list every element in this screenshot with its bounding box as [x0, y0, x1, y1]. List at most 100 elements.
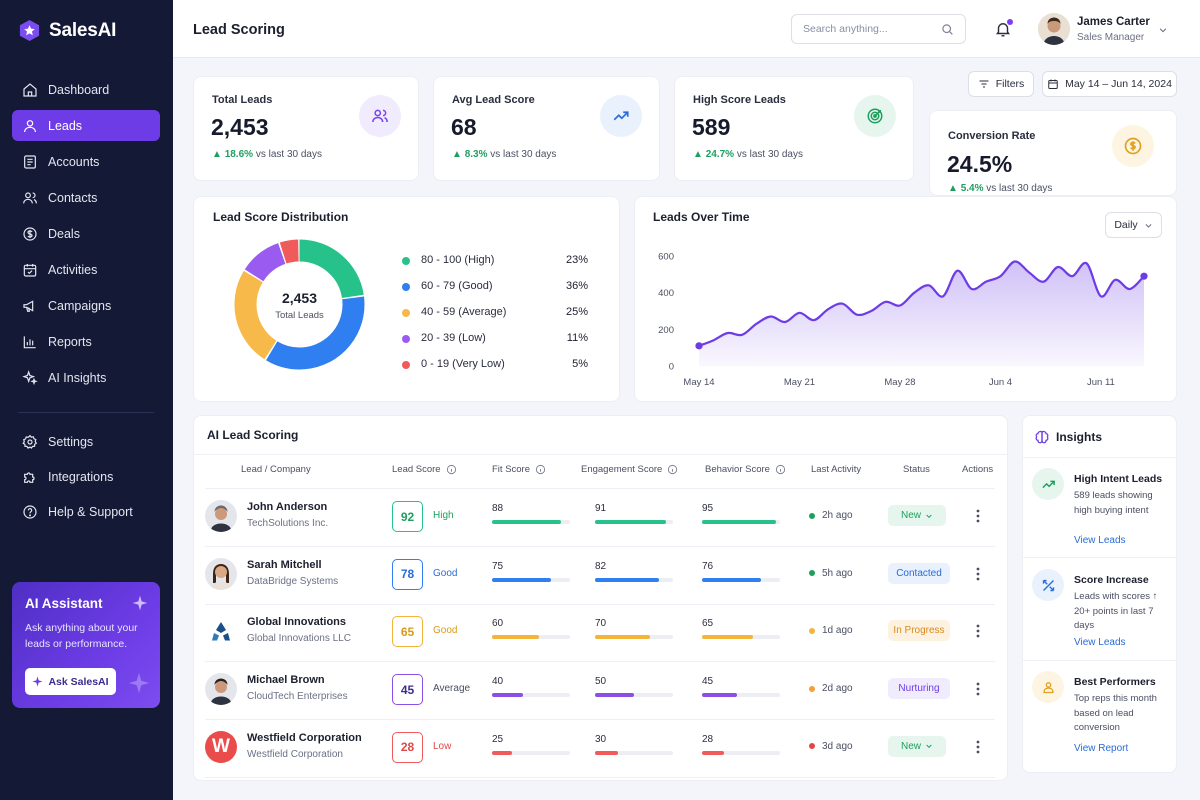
- more-actions-icon[interactable]: [974, 681, 982, 697]
- stat-trend: ▲ 5.4% vs last 30 days: [948, 183, 1053, 194]
- lead-score-box: 92: [392, 501, 423, 532]
- status-badge[interactable]: In Progress: [888, 620, 950, 642]
- more-actions-icon[interactable]: [974, 623, 982, 639]
- sidebar-item-activities[interactable]: Activities: [12, 254, 160, 285]
- sidebar-item-settings[interactable]: Settings: [12, 426, 160, 457]
- legend-item: 60 - 79 (Good) 36%: [402, 280, 588, 294]
- legend-label: 0 - 19 (Very Low): [421, 358, 505, 370]
- bell-icon[interactable]: [994, 20, 1012, 38]
- view-leads-link[interactable]: View Leads: [1074, 535, 1126, 546]
- legend-pct: 11%: [566, 332, 588, 344]
- sidebar-item-label: Settings: [48, 434, 94, 449]
- sparkle-icon: [32, 676, 43, 687]
- last-activity: 5h ago: [809, 568, 853, 579]
- status-badge[interactable]: New: [888, 735, 946, 757]
- fit-score-value: 60: [492, 618, 504, 630]
- more-actions-icon[interactable]: [974, 508, 982, 524]
- lead-company: DataBridge Systems: [247, 575, 339, 587]
- stat-value: 68: [451, 114, 477, 140]
- lead-name[interactable]: Sarah Mitchell: [247, 558, 322, 571]
- status-badge[interactable]: Contacted: [888, 562, 950, 584]
- sidebar-item-label: Dashboard: [48, 82, 110, 97]
- donut-slice-1[interactable]: [234, 239, 365, 370]
- insight-description: 589 leads showing high buying intent: [1074, 490, 1153, 516]
- view-report-link[interactable]: View Report: [1074, 743, 1129, 754]
- column-header-label: Fit Score: [492, 464, 531, 475]
- column-header-label: Last Activity: [811, 464, 862, 475]
- view-leads-link[interactable]: View Leads: [1074, 637, 1126, 648]
- sidebar-item-integrations[interactable]: Integrations: [12, 461, 160, 492]
- sidebar-item-contacts[interactable]: Contacts: [12, 182, 160, 213]
- more-actions-icon[interactable]: [974, 739, 982, 755]
- insights-divider: [1022, 557, 1176, 558]
- info-icon[interactable]: [446, 464, 457, 475]
- sidebar-item-reports[interactable]: Reports: [12, 326, 160, 357]
- y-tick-label: 200: [658, 325, 674, 336]
- more-actions-icon[interactable]: [974, 566, 982, 582]
- fit-score-track: [492, 750, 570, 755]
- fit-score-bar: [492, 750, 512, 755]
- header-divider: [205, 488, 995, 489]
- lead-name[interactable]: Global Innovations: [247, 616, 347, 629]
- insight-title: Best Performers: [1074, 676, 1156, 688]
- sidebar-item-help[interactable]: Help & Support: [12, 496, 160, 527]
- column-header-label: Lead / Company: [241, 464, 311, 475]
- avatar[interactable]: [1038, 13, 1070, 45]
- brand[interactable]: SalesAI: [18, 19, 116, 42]
- x-tick-label: Jun 4: [989, 377, 1012, 388]
- chevron-down-icon[interactable]: [1158, 25, 1168, 35]
- column-header-behavior-score[interactable]: Behavior Score: [705, 464, 786, 475]
- fit-score-track: [492, 693, 570, 698]
- legend-pct: 23%: [565, 254, 588, 266]
- table-row[interactable]: Sarah Mitchell DataBridge Systems 78 Good 75…: [205, 548, 995, 605]
- sidebar-item-label: Campaigns: [48, 298, 112, 313]
- lead-name[interactable]: Westfield Corporation: [247, 731, 362, 744]
- table-row[interactable]: Global Innovations Global Innovations LLC…: [205, 605, 995, 663]
- sidebar-item-ai-insights[interactable]: AI Insights: [12, 362, 160, 393]
- donut-slice-0[interactable]: [234, 239, 365, 370]
- behavior-score-bar: [702, 577, 762, 582]
- interval-select[interactable]: Daily: [1105, 212, 1162, 238]
- table-row[interactable]: Michael Brown CloudTech Enterprises 45 Aver…: [205, 663, 995, 721]
- filters-button[interactable]: Filters: [968, 71, 1034, 97]
- table-row[interactable]: W Westfield Corporation Westfield Corporat…: [205, 721, 995, 778]
- status-badge[interactable]: Nurturing: [888, 678, 950, 700]
- donut-center-value: 2,453: [281, 290, 318, 306]
- sidebar-item-accounts[interactable]: Accounts: [12, 146, 160, 177]
- behavior-score-value: 76: [702, 560, 714, 572]
- behavior-score-value: 95: [702, 503, 714, 514]
- sidebar-item-dashboard[interactable]: Dashboard: [12, 74, 160, 105]
- info-icon[interactable]: [667, 464, 678, 475]
- insights-divider: [1022, 457, 1176, 458]
- score-tier: Average: [433, 683, 471, 695]
- data-point-end[interactable]: [1140, 272, 1148, 280]
- column-header-lead-score[interactable]: Lead Score: [392, 464, 457, 475]
- search-icon[interactable]: [941, 23, 954, 36]
- info-icon[interactable]: [775, 464, 786, 475]
- column-header-fit-score[interactable]: Fit Score: [492, 464, 546, 475]
- ask-salesai-label: Ask SalesAI: [48, 675, 109, 688]
- ask-salesai-button[interactable]: Ask SalesAI: [25, 668, 116, 695]
- status-badge[interactable]: New: [888, 505, 946, 526]
- lead-name[interactable]: John Anderson: [247, 501, 328, 513]
- sidebar-item-leads[interactable]: Leads: [12, 110, 160, 141]
- table-row[interactable]: John Anderson TechSolutions Inc. 92 High 88 9…: [205, 490, 995, 547]
- activity-time: 2h ago: [822, 510, 853, 521]
- lead-name[interactable]: Michael Brown: [247, 674, 325, 687]
- donut-slice-2[interactable]: [234, 239, 365, 370]
- score-tier: High: [433, 510, 454, 521]
- stat-change: 18.6%: [224, 149, 254, 160]
- stat-label: Avg Lead Score: [452, 94, 535, 106]
- status-label: New: [900, 510, 921, 521]
- sidebar-item-campaigns[interactable]: Campaigns: [12, 290, 160, 321]
- date-range-picker[interactable]: May 14 – Jun 14, 2024: [1042, 71, 1177, 97]
- info-icon[interactable]: [535, 464, 546, 475]
- behavior-score-bar: [702, 693, 738, 698]
- sidebar-item-deals[interactable]: Deals: [12, 218, 160, 249]
- column-header-engagement-score[interactable]: Engagement Score: [581, 464, 678, 475]
- insight-title: Score Increase: [1074, 574, 1149, 586]
- search-input[interactable]: [791, 14, 966, 44]
- data-point-start[interactable]: [695, 342, 703, 350]
- lead-score-box: 65: [392, 616, 423, 648]
- legend-label: 60 - 79 (Good): [421, 280, 493, 292]
